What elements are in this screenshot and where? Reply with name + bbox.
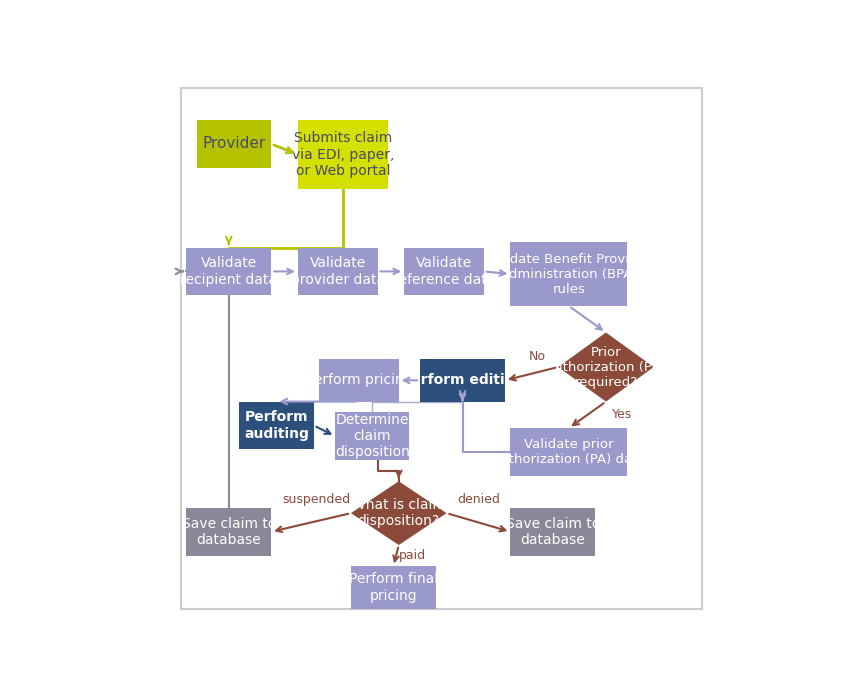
Polygon shape xyxy=(351,482,447,545)
FancyBboxPatch shape xyxy=(181,88,702,609)
Text: Yes: Yes xyxy=(612,408,632,422)
Text: Validate Benefit Provider
Administration (BPA)
rules: Validate Benefit Provider Administration… xyxy=(486,253,652,295)
Text: denied: denied xyxy=(457,493,500,506)
FancyBboxPatch shape xyxy=(420,359,505,402)
FancyBboxPatch shape xyxy=(197,120,271,168)
Text: Validate
provider data: Validate provider data xyxy=(291,256,385,286)
Text: Perform final
pricing: Perform final pricing xyxy=(349,573,438,602)
FancyBboxPatch shape xyxy=(319,359,399,402)
Text: Determine
claim
disposition: Determine claim disposition xyxy=(335,413,410,460)
Text: Save claim to
database: Save claim to database xyxy=(505,517,600,547)
FancyBboxPatch shape xyxy=(351,566,436,609)
Text: Validate prior
authorization (PA) data: Validate prior authorization (PA) data xyxy=(492,438,646,466)
FancyBboxPatch shape xyxy=(511,428,627,476)
FancyBboxPatch shape xyxy=(511,508,595,555)
Text: Perform
auditing: Perform auditing xyxy=(245,411,309,441)
FancyBboxPatch shape xyxy=(298,120,388,189)
Text: paid: paid xyxy=(399,549,425,562)
Text: Validate
recipient data: Validate recipient data xyxy=(180,256,277,286)
Text: suspended: suspended xyxy=(282,493,350,506)
FancyBboxPatch shape xyxy=(335,412,409,460)
FancyBboxPatch shape xyxy=(404,248,484,295)
Text: Submits claim
via EDI, paper,
or Web portal: Submits claim via EDI, paper, or Web por… xyxy=(292,131,394,178)
Text: Perform editing: Perform editing xyxy=(401,373,524,387)
FancyBboxPatch shape xyxy=(239,402,313,449)
FancyBboxPatch shape xyxy=(186,508,271,555)
Text: What is claim
disposition?: What is claim disposition? xyxy=(352,498,446,529)
Text: Save claim to
database: Save claim to database xyxy=(182,517,276,547)
FancyBboxPatch shape xyxy=(186,248,271,295)
Text: No: No xyxy=(529,350,545,363)
FancyBboxPatch shape xyxy=(298,248,377,295)
Polygon shape xyxy=(558,333,653,402)
Text: Prior
authorization (PA)
required?: Prior authorization (PA) required? xyxy=(547,346,666,388)
Text: Perform pricing: Perform pricing xyxy=(306,373,412,387)
Text: Provider: Provider xyxy=(202,137,266,151)
Text: Validate
reference data: Validate reference data xyxy=(393,256,495,286)
FancyBboxPatch shape xyxy=(511,242,627,306)
